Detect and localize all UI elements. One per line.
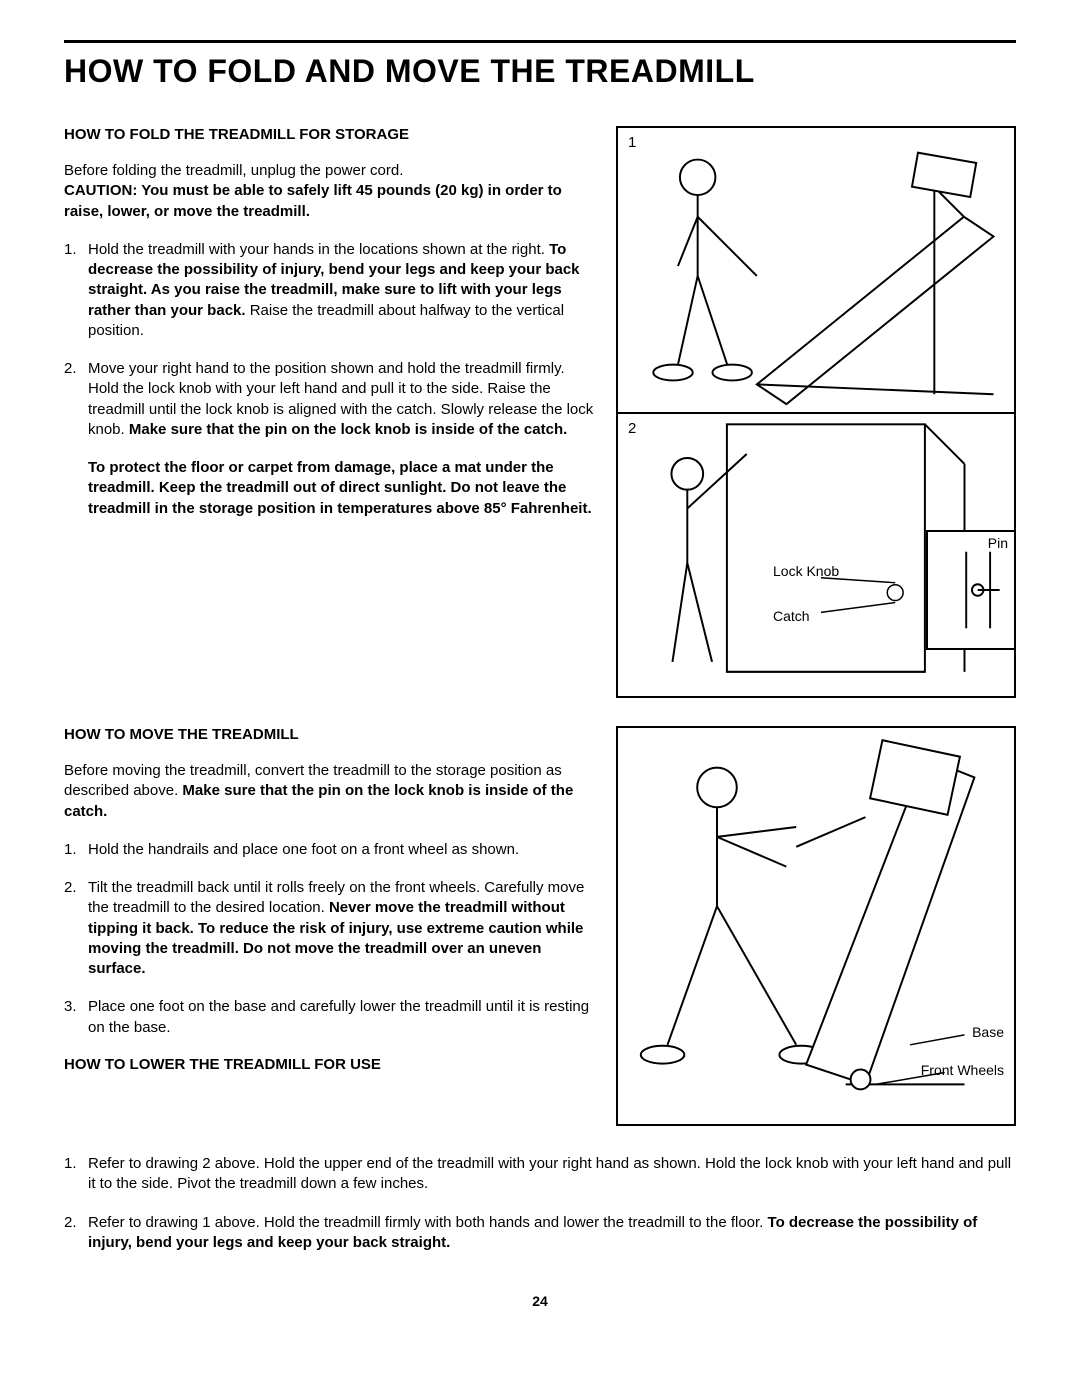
figure-1-svg (618, 128, 1014, 412)
figure-2-label-catch: Catch (773, 609, 810, 624)
section-move-figure: Base Front Wheels (616, 726, 1016, 1126)
figure-2-inset: Pin (926, 530, 1016, 650)
lower-step-2: Refer to drawing 1 above. Hold the tread… (64, 1213, 1016, 1254)
section-fold: HOW TO FOLD THE TREADMILL FOR STORAGE Be… (64, 126, 1016, 698)
move-intro: Before moving the treadmill, convert the… (64, 761, 596, 822)
section-fold-text: HOW TO FOLD THE TREADMILL FOR STORAGE Be… (64, 126, 596, 519)
figure-3-label-base: Base (972, 1025, 1004, 1040)
move-step-3-pre: Place one foot on the base and carefully… (88, 998, 589, 1035)
move-steps: Hold the handrails and place one foot on… (64, 840, 596, 1038)
figure-2-num: 2 (628, 420, 636, 437)
move-step-2: Tilt the treadmill back until it rolls f… (64, 878, 596, 979)
fold-protect: To protect the floor or carpet from dama… (64, 458, 596, 519)
heading-fold: HOW TO FOLD THE TREADMILL FOR STORAGE (64, 126, 596, 143)
lower-steps: Refer to drawing 2 above. Hold the upper… (64, 1154, 1016, 1253)
lower-step-2-pre: Refer to drawing 1 above. Hold the tread… (88, 1214, 768, 1231)
fold-step-1: Hold the treadmill with your hands in th… (64, 240, 596, 341)
section-fold-figures: 1 2 (616, 126, 1016, 698)
figure-2-label-pin: Pin (988, 536, 1008, 551)
move-step-3: Place one foot on the base and carefully… (64, 997, 596, 1038)
figure-1: 1 (616, 126, 1016, 414)
heading-move: HOW TO MOVE THE TREADMILL (64, 726, 596, 743)
lower-step-1-pre: Refer to drawing 2 above. Hold the upper… (88, 1155, 1011, 1192)
fold-intro: Before folding the treadmill, unplug the… (64, 161, 596, 222)
figure-1-num: 1 (628, 134, 636, 151)
fold-steps: Hold the treadmill with your hands in th… (64, 240, 596, 440)
top-rule (64, 40, 1016, 43)
lower-step-1: Refer to drawing 2 above. Hold the upper… (64, 1154, 1016, 1195)
heading-lower: HOW TO LOWER THE TREADMILL FOR USE (64, 1056, 596, 1073)
move-step-1-pre: Hold the handrails and place one foot on… (88, 841, 519, 858)
section-move: HOW TO MOVE THE TREADMILL Before moving … (64, 726, 1016, 1126)
fold-step-2-bold: Make sure that the pin on the lock knob … (129, 421, 567, 438)
fold-step-1-pre: Hold the treadmill with your hands in th… (88, 241, 549, 258)
fold-protect-bold: To protect the floor or carpet from dama… (88, 459, 592, 517)
figure-3-label-wheels: Front Wheels (921, 1063, 1004, 1078)
fold-intro-plain: Before folding the treadmill, unplug the… (64, 162, 403, 179)
fold-step-2: Move your right hand to the position sho… (64, 359, 596, 440)
figure-2: 2 (616, 414, 1016, 698)
figure-2-label-lock: Lock Knob (773, 564, 839, 579)
fold-intro-caution: CAUTION: You must be able to safely lift… (64, 182, 562, 219)
page-title: HOW TO FOLD AND MOVE THE TREADMILL (64, 53, 1016, 90)
section-move-text: HOW TO MOVE THE TREADMILL Before moving … (64, 726, 596, 1091)
figure-3: Base Front Wheels (616, 726, 1016, 1126)
page-number: 24 (64, 1293, 1016, 1309)
move-step-1: Hold the handrails and place one foot on… (64, 840, 596, 860)
